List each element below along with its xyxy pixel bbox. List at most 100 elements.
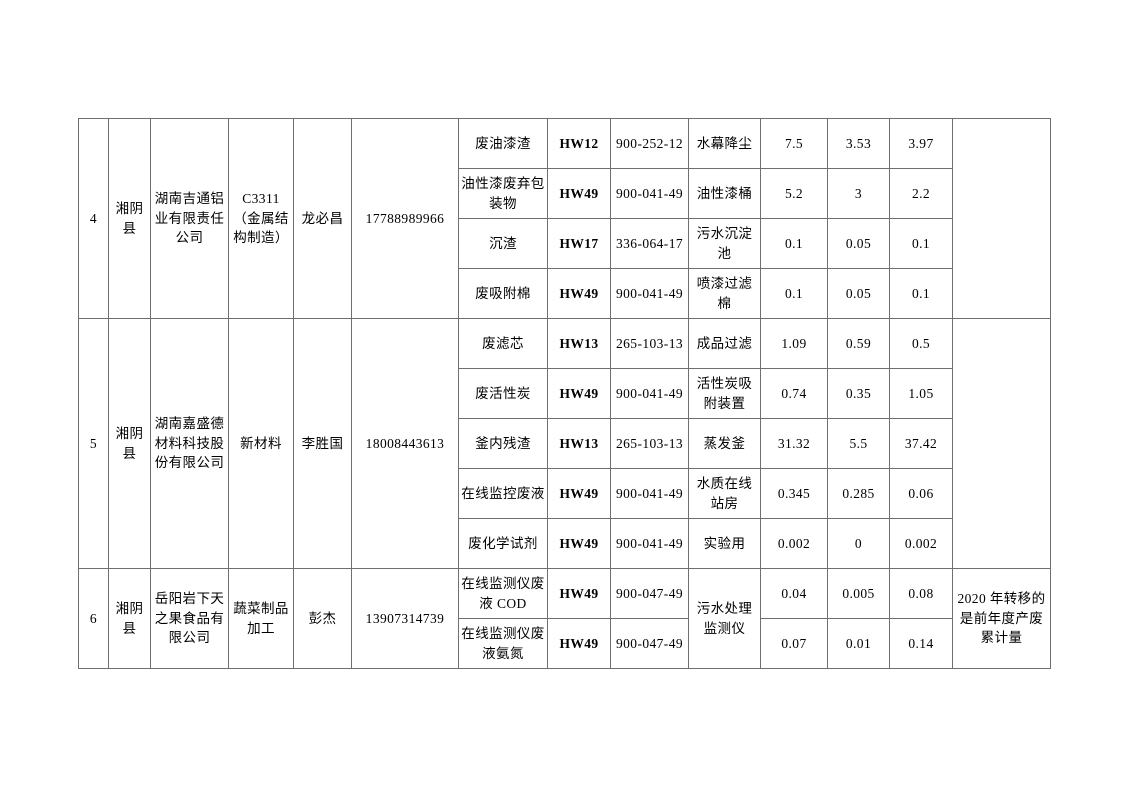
cell-contact: 李胜国: [293, 318, 352, 569]
table-row: 废化学试剂 HW49 900-041-49 实验用 0.002 0 0.002: [79, 518, 1051, 569]
cell-generated: 0.04: [760, 568, 828, 619]
table-row: 沉渣 HW17 336-064-17 污水沉淀池 0.1 0.05 0.1: [79, 218, 1051, 269]
cell-waste-name: 在线监测仪废液 COD: [458, 568, 548, 619]
cell-stored: 0.1: [889, 268, 953, 319]
cell-stored: 0.002: [889, 518, 953, 569]
cell-waste-class: HW49: [547, 568, 611, 619]
cell-waste-name: 在线监控废液: [458, 468, 548, 519]
cell-transferred: 3: [827, 168, 890, 219]
cell-waste-name: 釜内残渣: [458, 418, 548, 469]
cell-waste-code: 900-041-49: [610, 468, 689, 519]
cell-waste-name: 废活性炭: [458, 368, 548, 419]
cell-generated: 1.09: [760, 318, 828, 369]
cell-transferred: 0.59: [827, 318, 890, 369]
cell-waste-name: 废油漆渣: [458, 118, 548, 169]
table-container: 4 湘阴县 湖南吉通铝业有限责任公司 C3311 （金属结构制造） 龙必昌 17…: [78, 118, 1051, 669]
cell-waste-class: HW49: [547, 368, 611, 419]
cell-transferred: 0.01: [827, 618, 890, 669]
cell-transferred: 0: [827, 518, 890, 569]
cell-county: 湘阴县: [108, 118, 151, 319]
cell-stored: 0.1: [889, 218, 953, 269]
cell-waste-class: HW49: [547, 268, 611, 319]
cell-waste-class: HW17: [547, 218, 611, 269]
cell-waste-code: 900-047-49: [610, 618, 689, 669]
cell-stored: 0.5: [889, 318, 953, 369]
cell-waste-code: 265-103-13: [610, 418, 689, 469]
table-row: 6 湘阴县 岳阳岩下天之果食品有限公司 蔬菜制品加工 彭杰 1390731473…: [78, 568, 1051, 669]
cell-source: 实验用: [688, 518, 761, 569]
cell-generated: 0.07: [760, 618, 828, 669]
cell-phone: 18008443613: [351, 318, 459, 569]
cell-transferred: 0.35: [827, 368, 890, 419]
cell-stored: 0.06: [889, 468, 953, 519]
cell-industry: 蔬菜制品加工: [228, 568, 294, 669]
cell-waste-code: 900-041-49: [610, 368, 689, 419]
cell-index: 5: [78, 318, 109, 569]
cell-waste-name: 废滤芯: [458, 318, 548, 369]
cell-waste-name: 油性漆废弃包装物: [458, 168, 548, 219]
cell-stored: 2.2: [889, 168, 953, 219]
cell-county: 湘阴县: [108, 568, 151, 669]
cell-transferred: 0.05: [827, 268, 890, 319]
cell-source: 水质在线站房: [688, 468, 761, 519]
cell-source: 油性漆桶: [688, 168, 761, 219]
cell-transferred: 3.53: [827, 118, 890, 169]
cell-generated: 5.2: [760, 168, 828, 219]
table-row: 4 湘阴县 湖南吉通铝业有限责任公司 C3311 （金属结构制造） 龙必昌 17…: [78, 118, 1051, 319]
cell-contact: 龙必昌: [293, 118, 352, 319]
cell-source: 活性炭吸附装置: [688, 368, 761, 419]
cell-transferred: 0.005: [827, 568, 890, 619]
cell-source: 污水沉淀池: [688, 218, 761, 269]
cell-source: 水幕降尘: [688, 118, 761, 169]
cell-waste-name: 在线监测仪废液氨氮: [458, 618, 548, 669]
cell-industry: C3311 （金属结构制造）: [228, 118, 294, 319]
table-row: 5 湘阴县 湖南嘉盛德材料科技股份有限公司 新材料 李胜国 1800844361…: [78, 318, 1051, 569]
cell-waste-class: HW12: [547, 118, 611, 169]
cell-county: 湘阴县: [108, 318, 151, 569]
cell-index: 4: [78, 118, 109, 319]
cell-stored: 0.08: [889, 568, 953, 619]
cell-waste-class: HW49: [547, 618, 611, 669]
cell-waste-class: HW49: [547, 518, 611, 569]
cell-waste-code: 900-041-49: [610, 518, 689, 569]
cell-phone: 17788989966: [351, 118, 459, 319]
cell-generated: 0.74: [760, 368, 828, 419]
cell-note: [952, 118, 1051, 319]
table-row: 废吸附棉 HW49 900-041-49 喷漆过滤棉 0.1 0.05 0.1: [79, 268, 1051, 319]
cell-waste-code: 900-252-12: [610, 118, 689, 169]
cell-generated: 0.1: [760, 268, 828, 319]
cell-source: 喷漆过滤棉: [688, 268, 761, 319]
cell-company: 湖南吉通铝业有限责任公司: [150, 118, 229, 319]
cell-waste-class: HW49: [547, 168, 611, 219]
cell-source: 蒸发釜: [688, 418, 761, 469]
cell-transferred: 0.285: [827, 468, 890, 519]
cell-transferred: 0.05: [827, 218, 890, 269]
cell-company: 湖南嘉盛德材料科技股份有限公司: [150, 318, 229, 569]
cell-waste-code: 265-103-13: [610, 318, 689, 369]
cell-waste-name: 废化学试剂: [458, 518, 548, 569]
table-row: 油性漆废弃包装物 HW49 900-041-49 油性漆桶 5.2 3 2.2: [79, 168, 1051, 219]
cell-stored: 1.05: [889, 368, 953, 419]
cell-transferred: 5.5: [827, 418, 890, 469]
cell-stored: 0.14: [889, 618, 953, 669]
cell-waste-class: HW49: [547, 468, 611, 519]
cell-waste-class: HW13: [547, 418, 611, 469]
cell-waste-name: 沉渣: [458, 218, 548, 269]
cell-stored: 3.97: [889, 118, 953, 169]
cell-index: 6: [78, 568, 109, 669]
cell-industry: 新材料: [228, 318, 294, 569]
cell-generated: 31.32: [760, 418, 828, 469]
industry-code: C3311: [242, 191, 280, 207]
cell-source: 污水处理监测仪: [688, 568, 761, 669]
cell-source: 成品过滤: [688, 318, 761, 369]
cell-waste-code: 336-064-17: [610, 218, 689, 269]
table-row: 釜内残渣 HW13 265-103-13 蒸发釜 31.32 5.5 37.42: [79, 418, 1051, 469]
cell-note: 2020 年转移的是前年度产废累计量: [952, 568, 1051, 669]
cell-company: 岳阳岩下天之果食品有限公司: [150, 568, 229, 669]
cell-stored: 37.42: [889, 418, 953, 469]
cell-generated: 0.002: [760, 518, 828, 569]
cell-note: [952, 318, 1051, 569]
industry-name: （金属结构制造）: [233, 210, 289, 246]
cell-generated: 7.5: [760, 118, 828, 169]
